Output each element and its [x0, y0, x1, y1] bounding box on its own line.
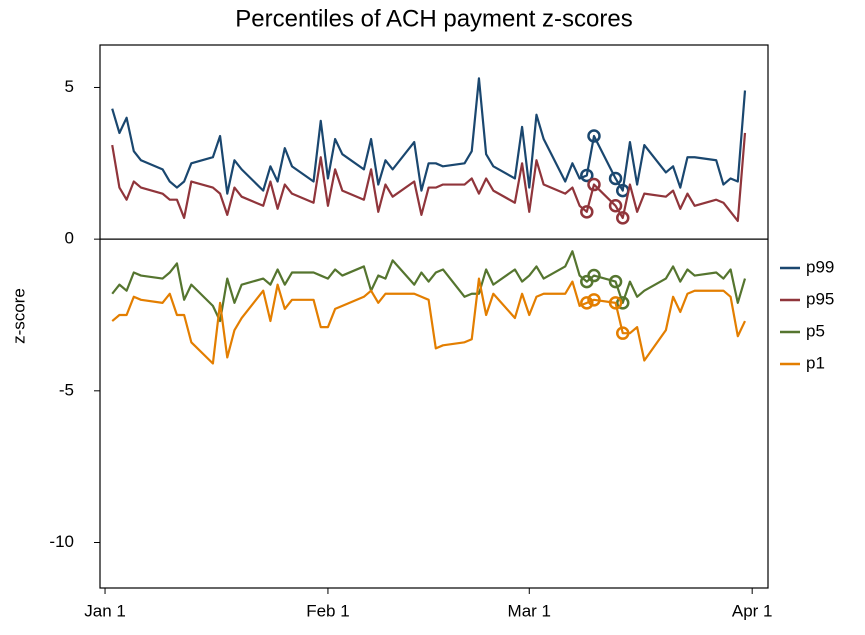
point-marker	[608, 274, 623, 289]
y-tick-label: -10	[49, 532, 74, 551]
point-marker	[587, 268, 601, 283]
y-tick-label: 5	[65, 77, 74, 96]
point-marker	[616, 211, 630, 225]
x-tick-label: Mar 1	[508, 601, 551, 620]
x-tick-label: Feb 1	[306, 601, 349, 620]
point-marker	[580, 168, 594, 183]
point-marker	[587, 129, 601, 143]
chart-title: Percentiles of ACH payment z-scores	[235, 5, 633, 32]
legend-label: p95	[806, 289, 834, 308]
point-marker	[587, 293, 601, 307]
series-line	[111, 77, 747, 195]
y-axis-label: z-score	[9, 288, 28, 344]
point-marker	[580, 205, 594, 219]
point-marker	[608, 199, 623, 213]
legend-label: p1	[806, 353, 825, 372]
series-line	[111, 277, 746, 365]
point-marker	[587, 177, 601, 192]
legend-label: p99	[806, 257, 834, 276]
y-tick-label: -5	[59, 380, 74, 399]
point-marker	[608, 296, 623, 310]
legend-label: p5	[806, 321, 825, 340]
plot-frame	[99, 44, 769, 589]
point-marker	[608, 171, 623, 186]
x-tick-label: Apr 1	[732, 601, 773, 620]
y-tick-label: 0	[65, 229, 74, 248]
point-marker	[580, 296, 594, 310]
point-marker	[616, 326, 630, 340]
point-marker	[616, 296, 630, 310]
x-tick-label: Jan 1	[84, 601, 126, 620]
series-line	[111, 132, 747, 223]
